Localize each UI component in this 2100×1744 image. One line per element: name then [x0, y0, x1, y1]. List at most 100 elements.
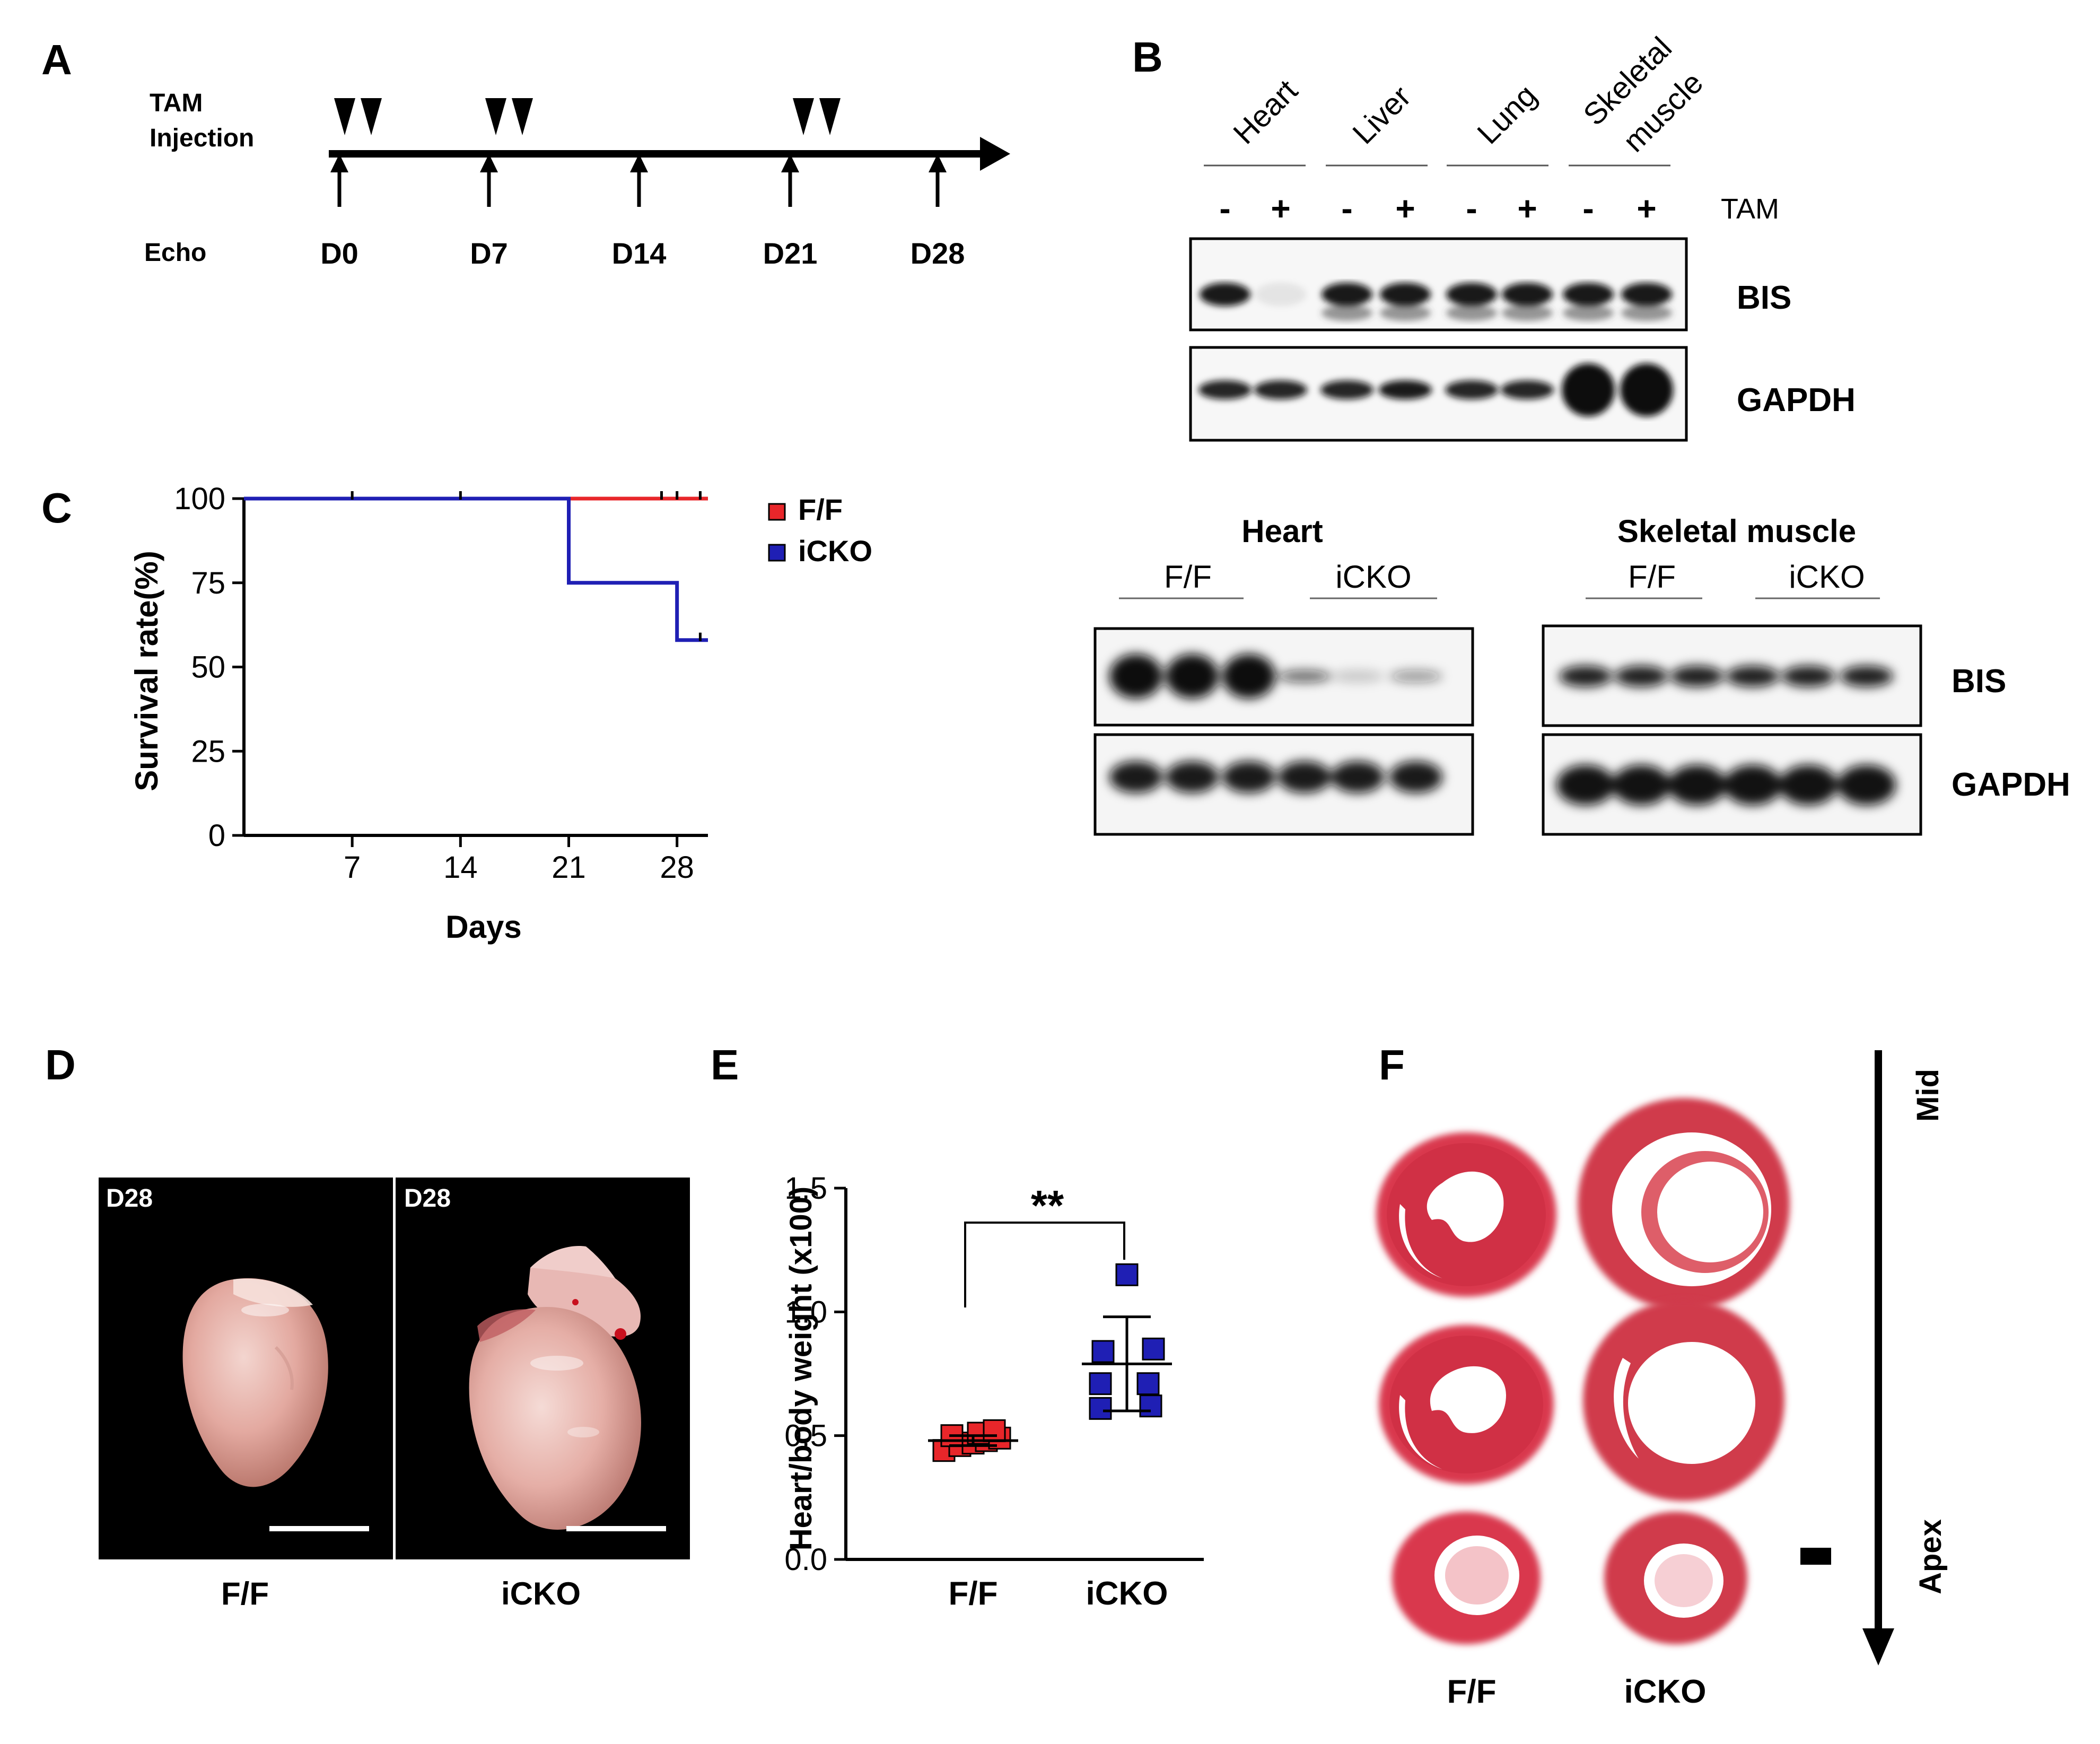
photo-caption-icko: iCKO — [501, 1576, 581, 1611]
band-gapdh — [1198, 380, 1252, 399]
data-point-icko — [1136, 1372, 1160, 1396]
band-bis-skeletal — [1726, 666, 1779, 687]
group-label-ff: F/F — [1628, 559, 1676, 595]
lower-blot-title-heart: Heart — [1241, 513, 1323, 549]
band-gapdh-heart — [1109, 761, 1162, 793]
band-gapdh — [1445, 380, 1498, 399]
day-label-d7: D7 — [470, 237, 508, 270]
bands-gapdh-tissues — [1198, 363, 1673, 416]
band-gapdh-skeletal — [1668, 765, 1726, 805]
bands-bis-tissues — [1200, 283, 1672, 321]
injection-triangle — [485, 98, 506, 135]
tam-sign: + — [1395, 189, 1415, 228]
legend-label-ff: F/F — [798, 493, 843, 526]
y-tick-label: 25 — [191, 734, 225, 769]
survival-y-axis-label: Survival rate(%) — [129, 551, 164, 791]
band-gapdh — [1620, 363, 1673, 416]
survival-lines — [244, 491, 708, 642]
x-tick-label: 21 — [552, 850, 586, 885]
band-smear — [1621, 305, 1672, 321]
band-gapdh-heart — [1166, 761, 1219, 793]
band-bis — [1446, 283, 1497, 306]
blot-bis-tissues — [1189, 237, 1688, 332]
injection-triangle — [361, 98, 382, 135]
band-gapdh-skeletal — [1779, 765, 1838, 805]
echo-arrow-head — [929, 154, 947, 172]
panel-label-a: A — [41, 36, 72, 83]
section-icko-mid — [1578, 1098, 1790, 1310]
data-point-ff — [983, 1419, 1006, 1442]
tissue-label-liver: Liver — [1346, 79, 1418, 151]
legend-swatch-ff — [768, 503, 786, 521]
band-bis — [1380, 283, 1431, 306]
band-gapdh — [1379, 380, 1432, 399]
category-label-ff: F/F — [949, 1575, 998, 1612]
y-tick-label: 1.0 — [784, 1295, 827, 1329]
band-gapdh-skeletal — [1556, 765, 1615, 805]
section-ff-apex — [1392, 1512, 1541, 1644]
band-smear — [1563, 305, 1614, 321]
band-bis-heart — [1389, 670, 1442, 683]
band-bis — [1322, 283, 1372, 306]
y-tick-label: 75 — [191, 566, 225, 600]
band-bis-heart — [1331, 670, 1384, 683]
heart-weight-axes: 0.0 0.5 1.0 1.5 — [784, 1171, 1204, 1577]
band-bis — [1502, 283, 1553, 306]
section-caption-icko: iCKO — [1624, 1673, 1707, 1710]
significance-bracket — [964, 1222, 1125, 1307]
x-tick-label: 28 — [660, 850, 694, 885]
histology-scale-bar — [1800, 1548, 1831, 1565]
band-bis — [1200, 283, 1250, 306]
band-bis — [1563, 283, 1614, 306]
data-point-icko — [1115, 1263, 1139, 1286]
band-gapdh-heart — [1222, 761, 1275, 793]
photo-label-d28: D28 — [404, 1184, 451, 1213]
group-label-icko: iCKO — [1335, 559, 1411, 595]
band-bis-skeletal — [1670, 666, 1723, 687]
band-bis-skeletal — [1840, 666, 1893, 687]
band-bis-heart — [1109, 654, 1162, 699]
tam-sign: - — [1466, 189, 1477, 228]
data-point-icko — [1139, 1394, 1162, 1418]
bands-lower-blots — [1109, 654, 1896, 805]
timeline-arrowhead — [980, 137, 1010, 171]
panel-label-c: C — [41, 484, 72, 531]
band-bis — [1255, 283, 1306, 306]
echo-arrow-head — [630, 154, 648, 172]
band-bis-heart — [1222, 654, 1275, 699]
heart-weight-chart: 0.0 0.5 1.0 1.5 Heart/body weight (x100) F/… — [784, 1171, 1204, 1612]
echo-label: Echo — [144, 239, 206, 267]
echo-arrow-head — [330, 154, 348, 172]
tam-sign: - — [1582, 189, 1594, 228]
band-bis — [1621, 283, 1672, 306]
data-point-icko — [1089, 1397, 1112, 1420]
y-tick-label: 0.0 — [784, 1542, 827, 1577]
y-tick-label: 0 — [208, 818, 225, 853]
y-tick-label: 50 — [191, 650, 225, 685]
photo-caption-ff: F/F — [221, 1576, 269, 1611]
injection-triangle — [334, 98, 355, 135]
tam-row-label: TAM — [1721, 193, 1779, 225]
band-bis-heart — [1166, 654, 1219, 699]
legend-swatch-icko — [768, 544, 786, 562]
panel-d-photos: D28 D28 F/F iCKO — [99, 1178, 690, 1611]
band-gapdh-heart — [1278, 761, 1331, 793]
band-gapdh — [1501, 380, 1554, 399]
heart-ff-image — [182, 1278, 328, 1487]
section-icko-apex — [1604, 1512, 1747, 1644]
apex-label: Apex — [1913, 1519, 1948, 1594]
injection-triangle — [819, 98, 841, 135]
survival-axes: 7 14 21 28 0 25 50 75 100 — [174, 482, 708, 885]
tam-sign: + — [1637, 189, 1656, 228]
band-label-bis: BIS — [1737, 280, 1791, 316]
panel-label-f: F — [1379, 1041, 1405, 1088]
band-smear — [1322, 305, 1372, 321]
category-label-icko: iCKO — [1086, 1575, 1168, 1612]
y-tick-label: 1.5 — [784, 1171, 827, 1206]
photo-label-d28: D28 — [106, 1184, 153, 1213]
tam-sign-row: - + - + - + - + — [1219, 189, 1656, 228]
injection-triangle — [512, 98, 533, 135]
group-label-icko: iCKO — [1789, 559, 1865, 595]
data-point-icko — [1142, 1337, 1165, 1361]
